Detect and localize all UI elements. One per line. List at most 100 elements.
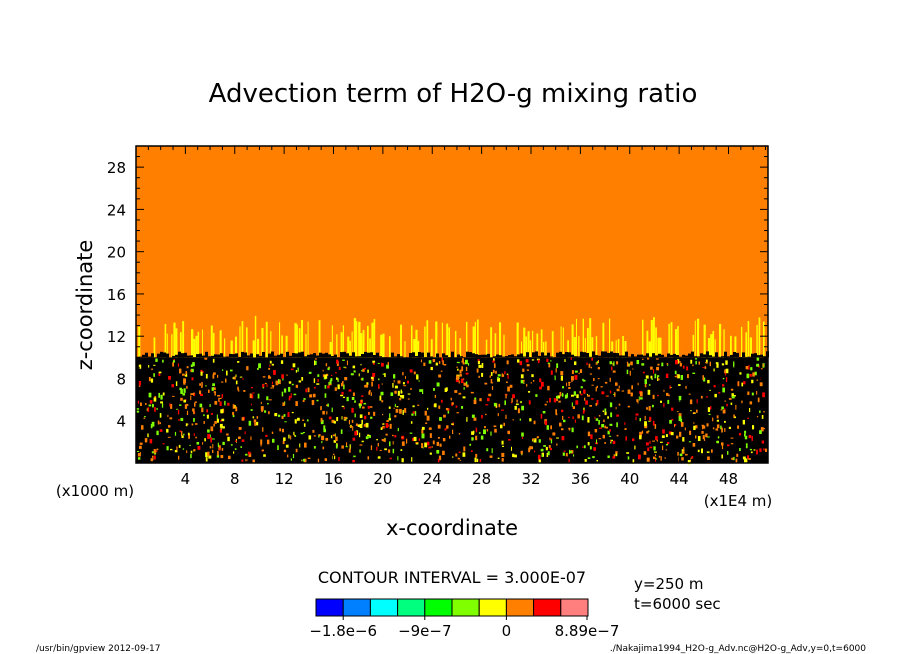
speckle bbox=[251, 394, 254, 399]
transition-streak bbox=[499, 322, 502, 358]
speckle bbox=[564, 359, 566, 362]
speckle bbox=[752, 425, 755, 430]
speckle bbox=[472, 437, 474, 441]
speckle bbox=[327, 403, 329, 407]
speckle bbox=[216, 454, 220, 458]
speckle bbox=[568, 382, 570, 386]
speckle bbox=[655, 358, 659, 360]
transition-streak bbox=[276, 323, 279, 358]
speckle bbox=[712, 427, 715, 430]
transition-edge bbox=[502, 356, 505, 358]
transition-edge bbox=[178, 351, 181, 358]
speckle bbox=[724, 428, 726, 432]
lower-speckles bbox=[136, 357, 768, 465]
transition-edge bbox=[730, 354, 733, 358]
speckle bbox=[626, 361, 629, 367]
speckle bbox=[402, 372, 404, 376]
speckle bbox=[234, 405, 236, 409]
speckle bbox=[421, 426, 425, 430]
speckle bbox=[328, 382, 330, 387]
transition-edge bbox=[235, 353, 238, 358]
transition-streak bbox=[628, 330, 631, 358]
speckle bbox=[750, 451, 753, 454]
speckle bbox=[716, 440, 719, 444]
transition-edge bbox=[451, 351, 454, 358]
transition-streak bbox=[197, 331, 200, 358]
speckle bbox=[528, 400, 531, 405]
speckle bbox=[722, 410, 726, 414]
speckle bbox=[762, 392, 765, 398]
speckle bbox=[610, 440, 612, 443]
speckle bbox=[194, 423, 198, 425]
speckle bbox=[341, 416, 343, 420]
speckle bbox=[257, 367, 259, 370]
transition-edge bbox=[622, 355, 625, 358]
speckle bbox=[759, 448, 762, 452]
speckle bbox=[538, 454, 541, 460]
speckle bbox=[745, 443, 748, 449]
transition-edge bbox=[238, 356, 241, 358]
transition-streak bbox=[257, 338, 260, 358]
speckle bbox=[190, 395, 192, 401]
speckle bbox=[688, 441, 692, 443]
speckle bbox=[154, 449, 157, 454]
footer-right: ./Nakajima1994_H2O-g_Adv.nc@H2O-g_Adv,y=… bbox=[610, 644, 866, 654]
speckle bbox=[248, 420, 252, 426]
speckle bbox=[280, 360, 284, 364]
speckle bbox=[733, 395, 736, 397]
speckle bbox=[489, 375, 491, 378]
speckle bbox=[152, 404, 154, 408]
transition-edge bbox=[307, 354, 310, 358]
transition-streak bbox=[336, 334, 338, 358]
speckle bbox=[284, 421, 287, 423]
speckle bbox=[146, 408, 148, 411]
transition-edge bbox=[163, 352, 166, 358]
speckle bbox=[162, 359, 164, 363]
speckle bbox=[156, 407, 158, 410]
transition-streak bbox=[512, 334, 515, 358]
transition-streak bbox=[314, 319, 316, 358]
speckle bbox=[568, 387, 571, 389]
transition-streak bbox=[452, 332, 455, 358]
speckle bbox=[671, 419, 674, 421]
speckle bbox=[424, 442, 428, 448]
transition-edge bbox=[535, 351, 538, 358]
speckle bbox=[652, 420, 655, 426]
speckle bbox=[748, 458, 751, 460]
transition-streak bbox=[457, 332, 460, 358]
speckle bbox=[458, 392, 462, 395]
speckle bbox=[395, 408, 399, 413]
speckle bbox=[647, 357, 650, 360]
speckle bbox=[352, 437, 356, 441]
transition-edge bbox=[520, 353, 523, 358]
transition-edge bbox=[742, 352, 745, 358]
speckle bbox=[661, 435, 665, 438]
speckle bbox=[257, 393, 260, 399]
speckle bbox=[361, 370, 363, 372]
transition-edge bbox=[601, 351, 604, 358]
speckle bbox=[368, 435, 371, 438]
speckle bbox=[759, 382, 763, 387]
x-axis-label: x-coordinate bbox=[386, 516, 518, 540]
speckle bbox=[241, 417, 245, 421]
speckle bbox=[182, 393, 186, 396]
speckle bbox=[452, 429, 454, 434]
speckle bbox=[213, 387, 216, 391]
transition-streak bbox=[593, 337, 595, 358]
transition-streak bbox=[367, 325, 369, 358]
transition-streak bbox=[631, 321, 634, 358]
speckle bbox=[559, 422, 562, 427]
transition-streak bbox=[763, 321, 765, 358]
speckle bbox=[587, 394, 590, 397]
transition-streak bbox=[347, 336, 350, 358]
speckle bbox=[293, 393, 297, 396]
transition-streak bbox=[565, 329, 566, 358]
transition-edge bbox=[256, 354, 259, 358]
transition-edge bbox=[709, 355, 712, 358]
transition-streak bbox=[441, 322, 443, 358]
speckle bbox=[671, 407, 674, 411]
speckle bbox=[349, 444, 351, 450]
speckle bbox=[540, 413, 543, 419]
speckle bbox=[479, 459, 482, 462]
speckle bbox=[739, 448, 741, 452]
